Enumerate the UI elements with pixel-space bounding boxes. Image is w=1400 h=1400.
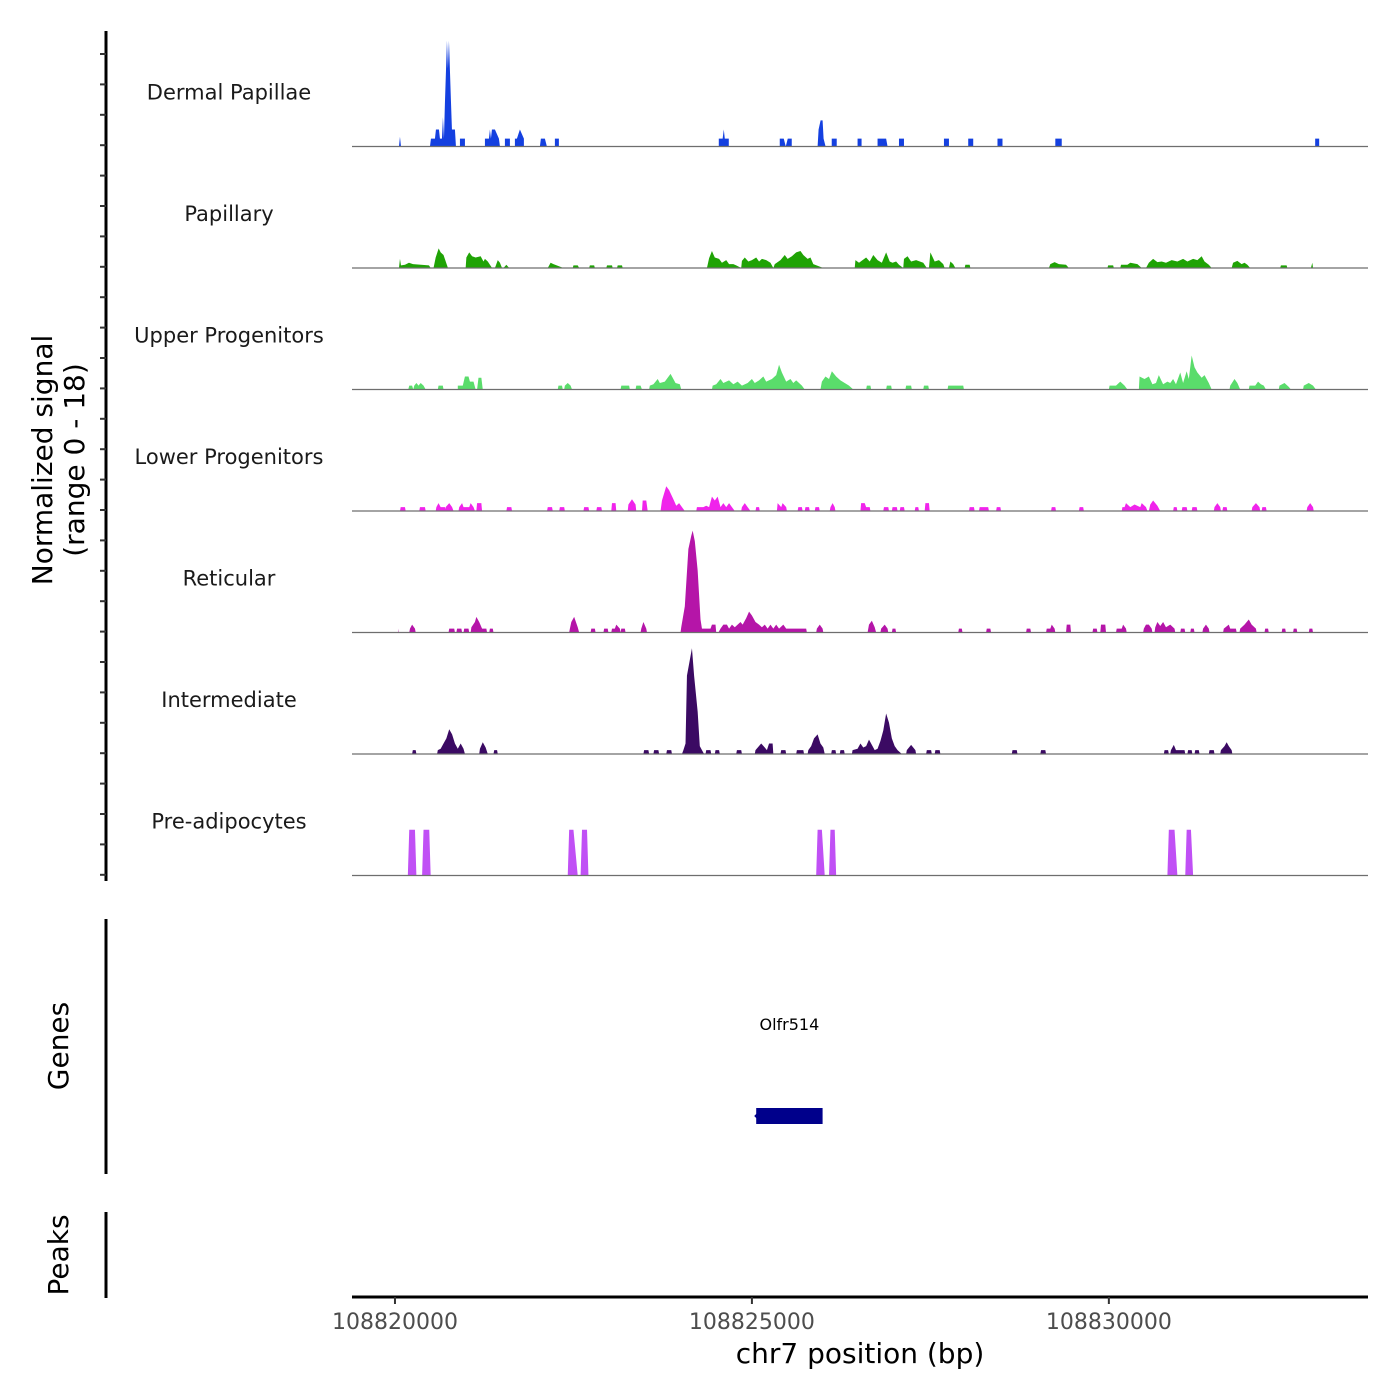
x-tick-label: 108830000 xyxy=(1046,1310,1172,1335)
y-axis-title: Normalized signal (range 0 - 18) xyxy=(26,335,91,586)
y-axis-title-line-1: Normalized signal xyxy=(26,335,59,586)
track-label: Dermal Papillae xyxy=(147,81,311,105)
genes-track-label: Genes xyxy=(42,1002,75,1090)
track-label: Reticular xyxy=(183,567,276,591)
x-tick-label: 108820000 xyxy=(332,1310,458,1335)
track-label: Lower Progenitors xyxy=(135,445,324,469)
gene-label: Olfr514 xyxy=(759,1015,819,1034)
gene-body xyxy=(756,1108,823,1124)
x-axis-title: chr7 position (bp) xyxy=(736,1337,985,1370)
y-axis-ticks xyxy=(100,53,106,876)
coverage-tracks: Dermal Papillae Papillary Upper Progenitor… xyxy=(134,40,1368,877)
peaks-track-label: Peaks xyxy=(42,1214,75,1295)
signal-area xyxy=(352,530,1368,633)
track-label: Upper Progenitors xyxy=(134,324,324,348)
signal-area xyxy=(352,355,1368,390)
signal-area xyxy=(352,40,1368,147)
x-tick-label: 108825000 xyxy=(689,1310,815,1335)
track-intermediate: Intermediate xyxy=(161,648,1368,755)
y-axis-title-line-2: (range 0 - 18) xyxy=(58,363,91,557)
track-reticular: Reticular xyxy=(183,530,1368,634)
track-lower-progenitors: Lower Progenitors xyxy=(135,445,1368,512)
track-label: Papillary xyxy=(184,202,273,226)
genes-track: Olfr514 xyxy=(754,1015,823,1124)
track-pre-adipocytes: Pre-adipocytes xyxy=(151,810,1368,877)
track-label: Pre-adipocytes xyxy=(151,810,306,834)
signal-area xyxy=(352,648,1368,754)
track-label: Intermediate xyxy=(161,688,297,712)
track-papillary: Papillary xyxy=(184,202,1368,269)
signal-area xyxy=(352,829,1368,876)
track-upper-progenitors: Upper Progenitors xyxy=(134,324,1368,391)
x-axis-ticks: 108820000 108825000 108830000 xyxy=(332,1297,1172,1335)
track-dermal-papillae: Dermal Papillae xyxy=(147,40,1368,148)
signal-area xyxy=(352,486,1368,511)
gene-strand-arrow xyxy=(754,1111,760,1121)
signal-area xyxy=(352,248,1368,268)
